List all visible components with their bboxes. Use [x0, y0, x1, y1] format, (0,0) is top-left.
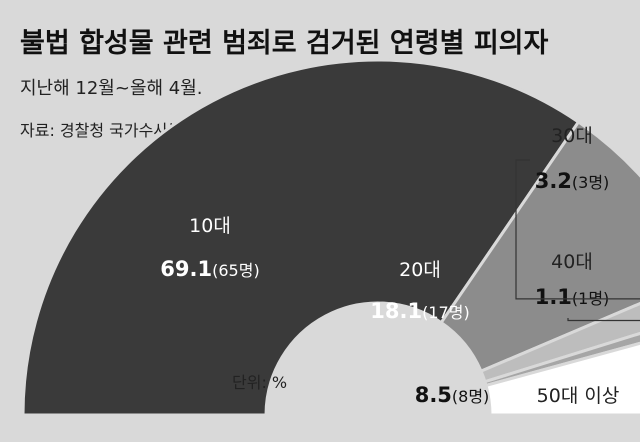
- labels-group: 10대 69.1(65명) 20대 18.1(17명) 30대 3.2(3명) 40대 1.1…: [160, 125, 640, 407]
- label-category-50대-이상: 50대 이상: [537, 385, 620, 407]
- slice-50대-이상: [484, 341, 640, 417]
- slice-20대: [439, 119, 640, 374]
- slice-10대: [21, 58, 581, 417]
- label-value-10대: 69.1(65명): [160, 257, 259, 281]
- chart-title: 불법 합성물 관련 범죄로 검거된 연령별 피의자: [20, 28, 549, 59]
- slices-group: [21, 58, 640, 417]
- label-value-20대: 18.1(17명): [370, 299, 469, 323]
- label-category-20대: 20대: [399, 259, 441, 281]
- chart-subtitle: 지난해 12월~올해 4월.: [20, 78, 203, 99]
- label-value-30대: 3.2(3명): [535, 169, 610, 193]
- chart-source: 자료: 경찰청 국가수사본부: [20, 121, 197, 140]
- label-category-30대: 30대: [551, 125, 593, 147]
- callout-line-30대: [515, 159, 640, 300]
- callout-line-40대: [567, 318, 640, 322]
- label-value-40대: 1.1(1명): [535, 285, 610, 309]
- label-category-10대: 10대: [189, 215, 231, 237]
- label-category-40대: 40대: [551, 251, 593, 273]
- unit-label: 단위: %: [232, 373, 287, 392]
- label-value-50대-이상: 8.5(8명): [415, 383, 490, 407]
